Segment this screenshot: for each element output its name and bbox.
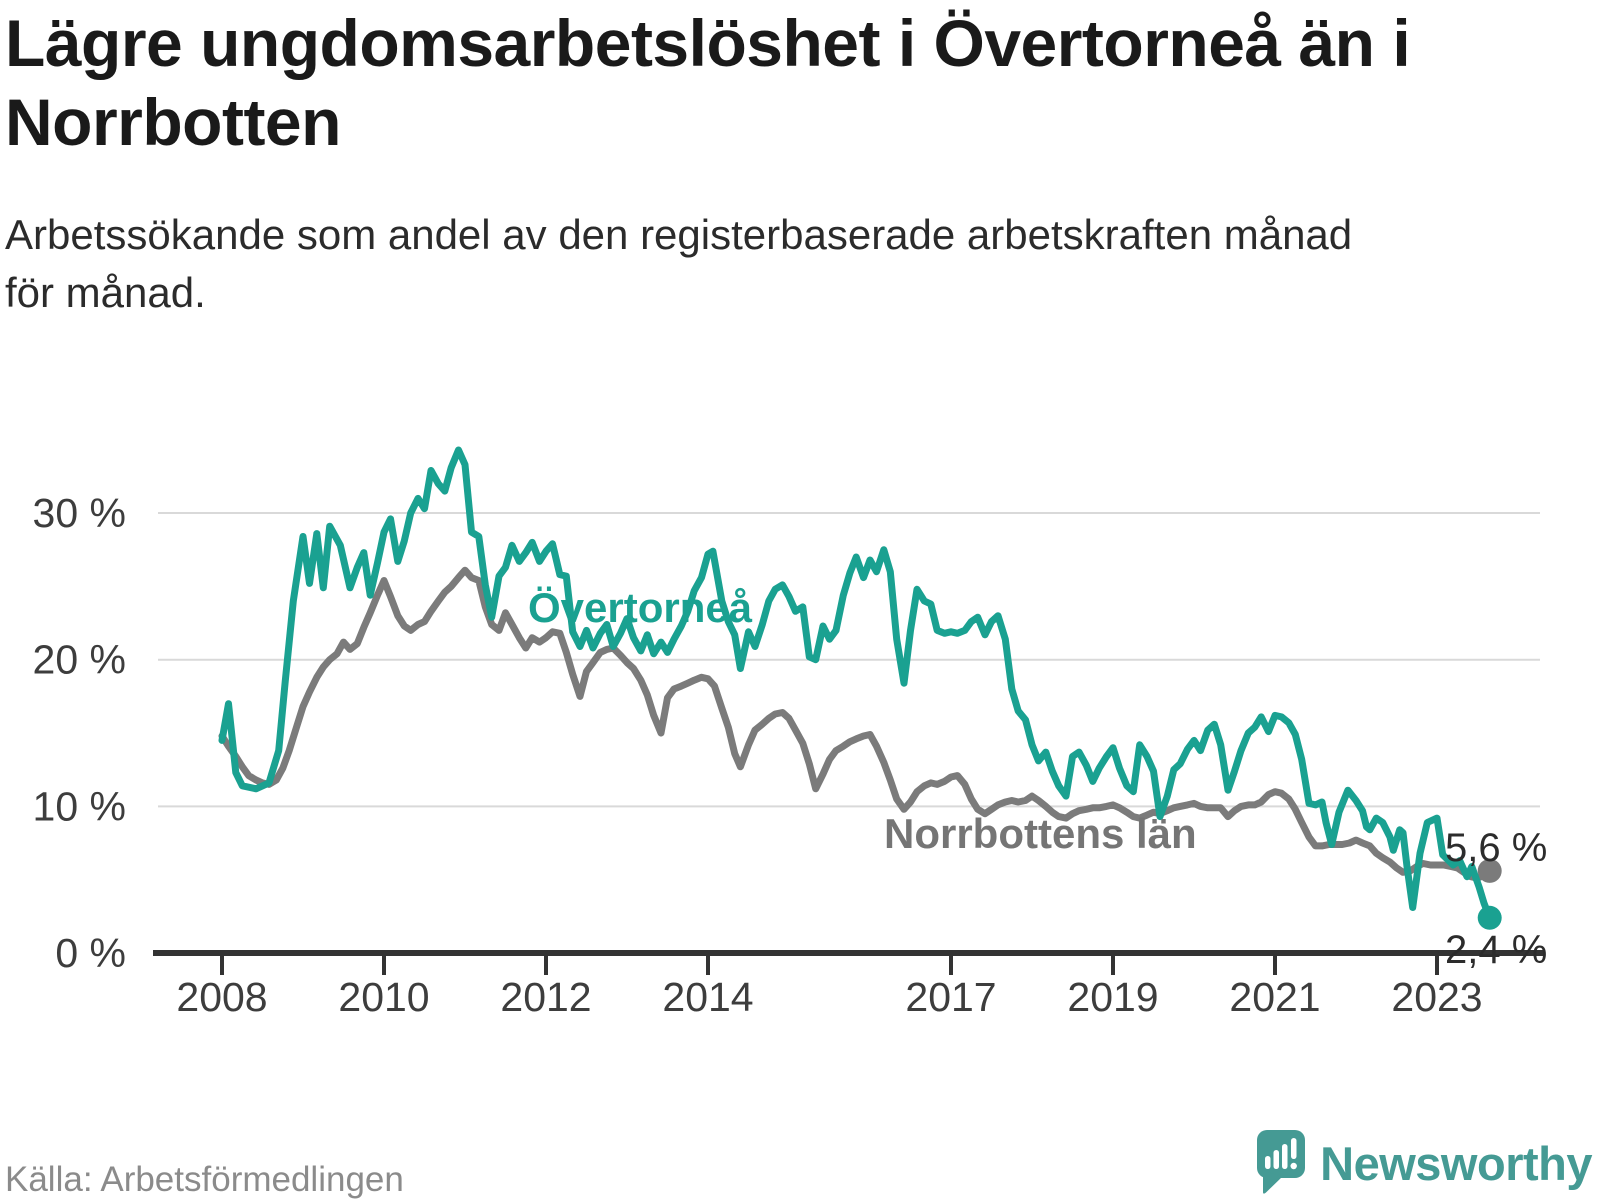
x-tick-label: 2010 <box>338 974 429 1020</box>
y-tick-label: 30 % <box>33 490 126 536</box>
end-dot-norrbottens-l-n <box>1477 858 1502 883</box>
series-label-norrbotten: Norrbottens län <box>884 810 1197 857</box>
x-tick-label: 2019 <box>1067 974 1158 1020</box>
page-title: Lägre ungdomsarbetslöshet i Övertorneå ä… <box>5 6 1411 160</box>
y-tick-label: 10 % <box>33 783 126 829</box>
end-value-overtornea: 2,4 % <box>1445 928 1547 972</box>
source-note: Källa: Arbetsförmedlingen <box>5 1160 404 1199</box>
newsworthy-brand: Newsworthy <box>1256 1130 1592 1196</box>
chart-annotations: Övertorneå Norrbottens län 5,6 % 2,4 % <box>528 584 1547 972</box>
x-tick-label: 2017 <box>905 974 996 1020</box>
end-value-norrbotten: 5,6 % <box>1445 826 1547 870</box>
y-tick-label: 0 % <box>55 930 126 976</box>
newsworthy-logo-icon <box>1257 1130 1306 1194</box>
series-label-overtornea: Övertorneå <box>528 584 753 631</box>
end-dot--vertorne- <box>1477 905 1502 930</box>
y-tick-label: 20 % <box>33 637 126 683</box>
page-subtitle: Arbetssökande som andel av den registerb… <box>5 211 1353 316</box>
x-tick-label: 2021 <box>1229 974 1320 1020</box>
newsworthy-wordmark: Newsworthy <box>1320 1136 1592 1190</box>
series-line-norrbottens-l-n <box>218 566 1494 882</box>
x-tick-label: 2014 <box>662 974 753 1020</box>
x-tick-label: 2023 <box>1391 974 1482 1020</box>
series-line--vertorne- <box>218 446 1494 922</box>
x-tick-label: 2012 <box>500 974 591 1020</box>
x-tick-label: 2008 <box>176 974 267 1020</box>
